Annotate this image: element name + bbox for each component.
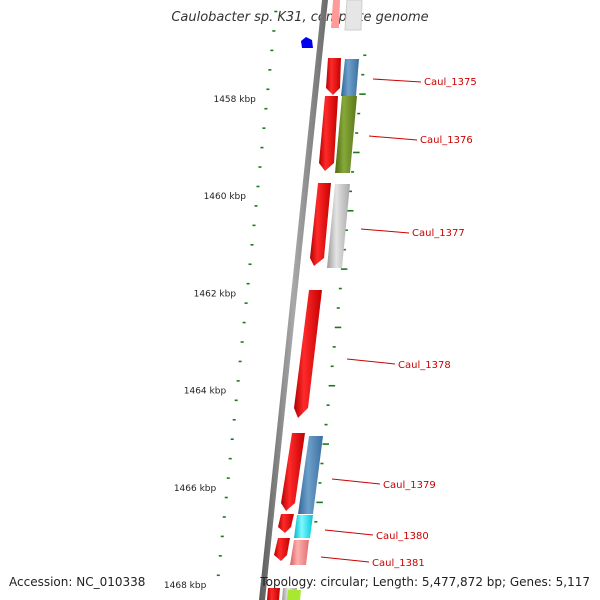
ruler-label: 1466 kbp <box>174 484 217 494</box>
cds-arrow[interactable] <box>278 514 294 533</box>
callout-line <box>372 78 422 83</box>
genome-summary-text: Topology: circular; Length: 5,477,872 bp… <box>260 575 590 589</box>
cds-arrow[interactable] <box>281 433 305 511</box>
cds-arrow[interactable] <box>274 538 290 561</box>
feature-partial-top-grey <box>344 0 363 31</box>
gene-caul-1377-bar[interactable] <box>327 184 350 268</box>
ruler-ticks-left <box>216 10 278 577</box>
callout-line <box>346 358 396 365</box>
genome-backbone <box>259 0 328 600</box>
gene-callouts: Caul_1375 Caul_1376 Caul_1377 Caul_1378 … <box>320 77 477 569</box>
callout-line <box>324 529 374 536</box>
gene-caul-1375-bar[interactable] <box>341 59 359 96</box>
gene-label-caul-1376[interactable]: Caul_1376 <box>420 135 473 146</box>
callout-line <box>331 478 381 485</box>
gene-label-caul-1380[interactable]: Caul_1380 <box>376 531 429 542</box>
feature-partial-bottom-green <box>287 590 301 600</box>
gene-label-caul-1377[interactable]: Caul_1377 <box>412 228 465 239</box>
ruler-label: 1468 kbp <box>164 581 207 591</box>
gene-caul-1380-bar[interactable] <box>294 515 313 538</box>
gene-label-caul-1378[interactable]: Caul_1378 <box>398 360 451 371</box>
genome-title: Caulobacter sp. K31, complete genome <box>171 10 429 25</box>
feature-partial-bottom-red <box>267 588 280 600</box>
cds-arrow[interactable] <box>310 183 331 266</box>
ruler-label: 1462 kbp <box>194 289 237 299</box>
ruler-labels: 1458 kbp 1460 kbp 1462 kbp 1464 kbp 1466 kbp… <box>164 95 256 591</box>
accession-text: Accession: NC_010338 <box>9 575 146 589</box>
cds-arrow[interactable] <box>319 96 338 171</box>
gene-label-caul-1381[interactable]: Caul_1381 <box>372 558 425 569</box>
feature-partial-top-red <box>331 0 340 28</box>
gene-caul-1376-bar[interactable] <box>335 96 357 173</box>
ruler-label: 1458 kbp <box>213 95 256 105</box>
gene-caul-1379-bar[interactable] <box>298 436 323 514</box>
gene-caul-1381-bar[interactable] <box>290 540 309 565</box>
gene-label-caul-1379[interactable]: Caul_1379 <box>383 480 436 491</box>
cds-track <box>274 58 341 561</box>
gene-label-caul-1375[interactable]: Caul_1375 <box>424 77 477 88</box>
cds-arrow[interactable] <box>294 290 322 418</box>
cds-arrow[interactable] <box>326 58 341 95</box>
feature-track <box>267 59 359 600</box>
ruler-label: 1460 kbp <box>204 192 247 202</box>
ruler-label: 1464 kbp <box>184 387 227 397</box>
callout-line <box>368 135 418 141</box>
callout-line <box>320 556 370 563</box>
callout-line <box>360 228 410 234</box>
blue-marker-icon[interactable] <box>301 37 313 48</box>
